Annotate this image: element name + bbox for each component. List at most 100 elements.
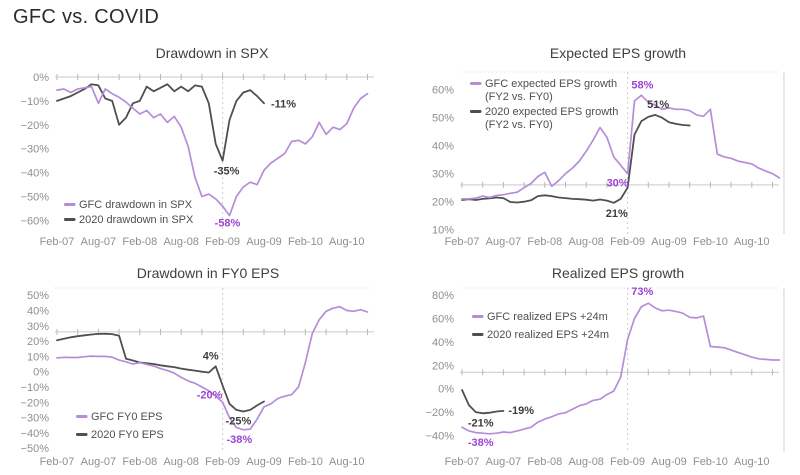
x-axis-label: Aug-09 — [246, 236, 281, 248]
legend-entry-label: GFC realized EPS +24m — [487, 311, 608, 323]
x-axis-label: Aug-10 — [734, 456, 769, 468]
chart-realized-eps-growth-canvas: Realized EPS growth 80% 60% 40% 20% 0% −20% −40… — [426, 265, 785, 468]
x-axis-label: Aug-08 — [163, 456, 198, 468]
y-axis-label: 40% — [432, 337, 454, 349]
y-axis-label: 80% — [432, 290, 454, 302]
x-axis-label: Aug-07 — [486, 236, 521, 248]
x-axis-label: Aug-08 — [568, 236, 603, 248]
x-axis-label: Aug-10 — [734, 236, 769, 248]
x-axis-label: Feb-10 — [693, 456, 728, 468]
legend-purple-dash — [76, 415, 88, 418]
data-annotation: 21% — [606, 208, 628, 220]
x-axis-label: Aug-09 — [651, 236, 686, 248]
y-axis-label: −20% — [426, 407, 455, 419]
y-axis-label: −50% — [21, 443, 50, 455]
data-annotation: 51% — [647, 99, 669, 111]
covid-series-line — [461, 388, 505, 415]
x-axis-label: Aug-09 — [651, 456, 686, 468]
covid-series-line — [56, 83, 265, 162]
y-axis-label: 0% — [33, 367, 49, 379]
x-axis-label: Aug-10 — [329, 456, 364, 468]
legend-entry-label: 2020 FY0 EPS — [91, 429, 164, 441]
data-annotation: -25% — [226, 415, 252, 427]
x-axis-label: Feb-09 — [610, 456, 645, 468]
y-axis-label: 30% — [27, 321, 49, 333]
chart-drawdown-fy0-eps: Drawdown in FY0 EPS 50% 40% 30% 20% 10% 0% −10%… — [0, 252, 400, 475]
x-axis-label: Aug-08 — [163, 236, 198, 248]
x-axis-label: Aug-07 — [486, 456, 521, 468]
y-axis-label: 10% — [27, 351, 49, 363]
legend-entry-label: GFC expected EPS growth — [485, 78, 617, 90]
legend-entry-label: (FY2 vs. FY0) — [485, 91, 553, 103]
legend-entry-label: GFC FY0 EPS — [91, 411, 163, 423]
gfc-series-line — [56, 85, 369, 217]
chart-title: Expected EPS growth — [550, 45, 686, 61]
page-title: GFC vs. COVID — [13, 6, 160, 28]
x-axis-label: Aug-10 — [329, 236, 364, 248]
legend-purple-dash — [472, 315, 484, 318]
legend-entry-label: GFC drawdown in SPX — [79, 199, 193, 211]
y-axis-label: −40% — [426, 431, 455, 443]
data-annotation: -21% — [468, 417, 494, 429]
chart-drawdown-spx-canvas: Drawdown in SPX 0% −10% −20% −30% −40% −50% −60… — [21, 45, 374, 248]
x-axis-label: Feb-08 — [527, 456, 562, 468]
y-axis-label: 60% — [432, 313, 454, 325]
y-axis-label: 40% — [432, 141, 454, 153]
data-annotation: -11% — [271, 98, 296, 110]
legend-gray-dash — [64, 218, 76, 221]
legend-gray-dash — [472, 333, 484, 336]
x-axis-label: Feb-07 — [445, 236, 480, 248]
y-axis-label: −30% — [21, 144, 50, 156]
y-axis-label: −10% — [21, 96, 50, 108]
x-axis-label: Aug-07 — [81, 456, 116, 468]
x-axis-label: Feb-08 — [122, 236, 157, 248]
data-annotation: -38% — [468, 437, 494, 449]
x-axis-label: Feb-09 — [205, 236, 240, 248]
chart-drawdown-spx: Drawdown in SPX 0% −10% −20% −30% −40% −50% −60… — [0, 32, 400, 252]
gfc-series-line — [461, 302, 781, 435]
y-axis-label: −10% — [21, 382, 50, 394]
x-axis-label: Feb-10 — [288, 456, 323, 468]
legend-entry-label: 2020 expected EPS growth — [485, 106, 618, 118]
y-axis-label: −40% — [21, 428, 50, 440]
data-annotation: 30% — [607, 178, 629, 190]
data-annotation: -35% — [214, 166, 240, 178]
gfc-series-line — [461, 94, 781, 200]
covid-series-line — [56, 332, 265, 413]
legend-purple-dash — [64, 203, 76, 206]
y-axis-label: −30% — [21, 413, 50, 425]
y-axis-label: 20% — [432, 197, 454, 209]
y-axis-label: 30% — [432, 169, 454, 181]
x-axis-label: Feb-10 — [693, 236, 728, 248]
y-axis-label: −40% — [21, 168, 50, 180]
data-annotation: 73% — [631, 286, 653, 298]
y-axis-label: 0% — [33, 72, 49, 84]
x-axis-label: Feb-08 — [122, 456, 157, 468]
y-axis-label: 10% — [432, 225, 454, 237]
y-axis-label: 40% — [27, 306, 49, 318]
data-annotation: 58% — [631, 79, 653, 91]
legend-gray-dash — [76, 433, 88, 436]
chart-title: Drawdown in FY0 EPS — [137, 265, 279, 281]
chart-drawdown-fy0-eps-canvas: Drawdown in FY0 EPS 50% 40% 30% 20% 10% 0% −10%… — [21, 265, 374, 468]
x-axis-label: Aug-08 — [568, 456, 603, 468]
data-annotation: -19% — [508, 405, 534, 417]
y-axis-label: −60% — [21, 215, 50, 227]
legend-entry-label: 2020 realized EPS +24m — [487, 329, 609, 341]
x-axis-label: Feb-07 — [40, 456, 75, 468]
y-axis-label: −20% — [21, 397, 50, 409]
x-axis-label: Feb-08 — [527, 236, 562, 248]
x-axis-label: Feb-07 — [40, 236, 75, 248]
chart-title: Realized EPS growth — [552, 265, 684, 281]
chart-title: Drawdown in SPX — [156, 45, 269, 61]
data-annotation: -20% — [197, 389, 223, 401]
y-axis-label: 0% — [438, 384, 454, 396]
legend-entry-label: 2020 drawdown in SPX — [79, 214, 194, 226]
gfc-series-line — [56, 305, 369, 431]
y-axis-label: −20% — [21, 120, 50, 132]
chart-expected-eps-growth: Expected EPS growth 60% 50% 40% 30% 20% 10% Feb… — [400, 32, 800, 252]
covid-series-line — [461, 114, 691, 204]
y-axis-label: 20% — [27, 336, 49, 348]
y-axis-label: −50% — [21, 192, 50, 204]
